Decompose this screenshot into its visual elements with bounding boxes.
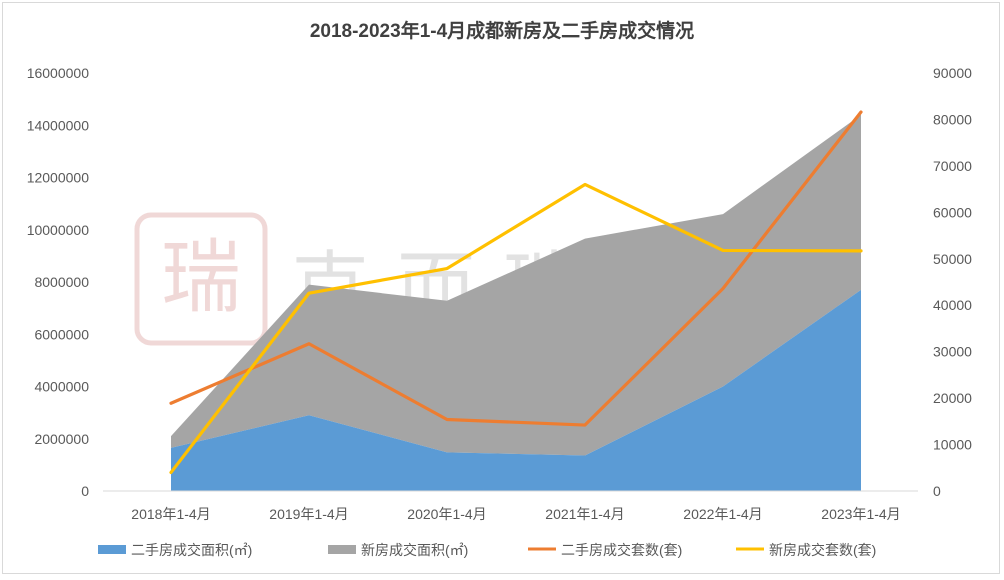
legend-swatch bbox=[98, 545, 126, 554]
y-left-tick-label: 12000000 bbox=[27, 170, 90, 186]
axes: 0 2000000 4000000 6000000 8000000 10000000 120… bbox=[27, 65, 972, 522]
plot-area bbox=[169, 110, 863, 491]
legend-label: 新房成交面积(㎡) bbox=[361, 542, 468, 558]
area-second-hand-area bbox=[171, 289, 861, 491]
y-right-tick-label: 80000 bbox=[933, 111, 972, 127]
legend-swatch bbox=[328, 545, 356, 554]
y-left-tick-label: 14000000 bbox=[27, 117, 90, 133]
y-left-tick-label: 10000000 bbox=[27, 222, 90, 238]
y-right-tick-label: 10000 bbox=[933, 437, 972, 453]
legend-label: 二手房成交套数(套) bbox=[561, 542, 682, 558]
legend-label: 新房成交套数(套) bbox=[769, 542, 876, 558]
x-tick-label: 2021年1-4月 bbox=[545, 506, 624, 522]
x-tick-label: 2019年1-4月 bbox=[269, 506, 348, 522]
line-second-hand-units bbox=[169, 110, 863, 427]
y-left-tick-label: 2000000 bbox=[34, 431, 89, 447]
watermark-seal-icon bbox=[134, 212, 268, 346]
x-tick-label: 2018年1-4月 bbox=[131, 506, 210, 522]
y-right-tick-label: 30000 bbox=[933, 344, 972, 360]
y-left-tick-label: 0 bbox=[81, 483, 89, 499]
y-left-tick-label: 8000000 bbox=[34, 274, 89, 290]
y-right-tick-label: 70000 bbox=[933, 158, 972, 174]
y-right-tick-label: 20000 bbox=[933, 390, 972, 406]
area-new-house-area bbox=[171, 114, 861, 456]
x-tick-label: 2020年1-4月 bbox=[407, 506, 486, 522]
y-right-tick-label: 0 bbox=[933, 483, 941, 499]
y-left-tick-label: 6000000 bbox=[34, 326, 89, 342]
chart-svg: 2018-2023年1-4月成都新房及二手房成交情况 瑞 克而瑞·四川 0200… bbox=[27, 19, 972, 558]
y-left-tick-label: 4000000 bbox=[34, 379, 89, 395]
chart-title: 2018-2023年1-4月成都新房及二手房成交情况 bbox=[310, 19, 694, 42]
watermark-seal-glyph: 瑞 bbox=[161, 233, 241, 322]
x-tick-label: 2022年1-4月 bbox=[683, 506, 762, 522]
y-right-tick-label: 40000 bbox=[933, 297, 972, 313]
y-right-tick-label: 60000 bbox=[933, 204, 972, 220]
y-right-tick-label: 50000 bbox=[933, 251, 972, 267]
y-right-tick-label: 90000 bbox=[933, 65, 972, 81]
legend: 二手房成交面积(㎡) 新房成交面积(㎡) 二手房成交套数(套) 新房成交套数(套) bbox=[98, 542, 876, 558]
y-left-tick-label: 16000000 bbox=[27, 65, 90, 81]
legend-label: 二手房成交面积(㎡) bbox=[131, 542, 252, 558]
line-new-house-units bbox=[169, 182, 863, 475]
x-tick-label: 2023年1-4月 bbox=[821, 506, 900, 522]
